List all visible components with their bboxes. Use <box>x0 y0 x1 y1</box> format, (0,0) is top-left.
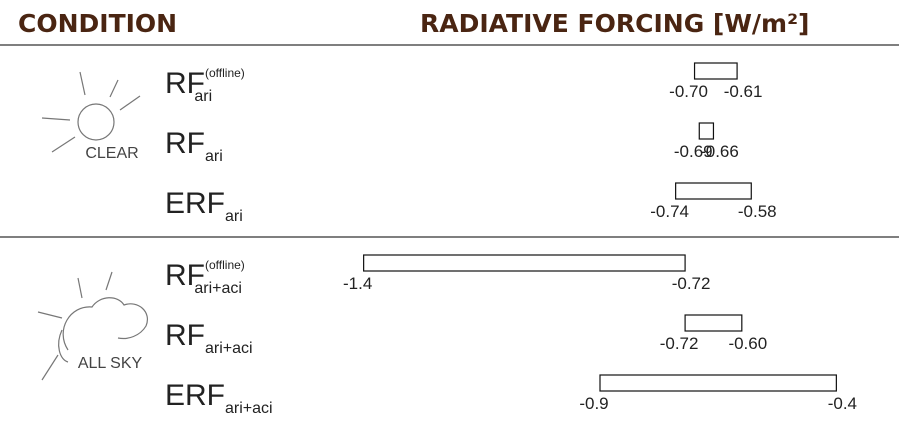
range-bar <box>684 314 743 332</box>
range-bar <box>693 62 738 80</box>
value-label: -0.74 <box>650 202 689 221</box>
row-name: RF <box>165 67 205 100</box>
row-sub: ari+aci <box>194 280 242 297</box>
row-sub: ari <box>205 148 223 165</box>
row-sub: ari <box>194 88 212 105</box>
value-label: -0.58 <box>738 202 777 221</box>
value-label: -0.70 <box>669 82 708 101</box>
row-sub: ari+aci <box>225 400 273 417</box>
row-name: RF <box>165 319 205 352</box>
row-sub: ari <box>225 208 243 225</box>
sun-icon <box>41 71 141 153</box>
row-sub: ari+aci <box>205 340 253 357</box>
value-label: -0.66 <box>700 142 739 161</box>
row-name: ERF <box>165 187 225 220</box>
row-label: RF(offline) ari <box>165 66 245 105</box>
value-label: -0.72 <box>660 334 699 353</box>
row-sup: (offline) <box>205 66 245 80</box>
cloud-icon <box>37 271 148 381</box>
group-label: CLEAR <box>85 145 138 162</box>
range-bar <box>363 254 686 272</box>
row-label: RF(offline) ari+aci <box>165 258 245 297</box>
row-name: RF <box>165 259 205 292</box>
row-label: RFari+aci <box>165 319 253 357</box>
row-label: RFari <box>165 127 223 165</box>
row-sup: (offline) <box>205 258 245 272</box>
value-header: RADIATIVE FORCING [W/m²] <box>420 9 809 38</box>
row-label: ERFari <box>165 187 243 225</box>
range-bar <box>675 182 752 200</box>
condition-header: CONDITION <box>18 9 177 38</box>
group-label: ALL SKY <box>78 355 143 372</box>
value-label: -0.72 <box>672 274 711 293</box>
row-name: RF <box>165 127 205 160</box>
value-label: -0.4 <box>828 394 857 413</box>
value-label: -1.4 <box>343 274 372 293</box>
row-name: ERF <box>165 379 225 412</box>
value-label: -0.69 <box>674 142 713 161</box>
value-label: -0.9 <box>579 394 608 413</box>
range-bar <box>599 374 837 392</box>
value-label: -0.60 <box>728 334 767 353</box>
row-label: ERFari+aci <box>165 379 273 417</box>
value-label: -0.61 <box>724 82 763 101</box>
range-bar <box>698 122 715 140</box>
